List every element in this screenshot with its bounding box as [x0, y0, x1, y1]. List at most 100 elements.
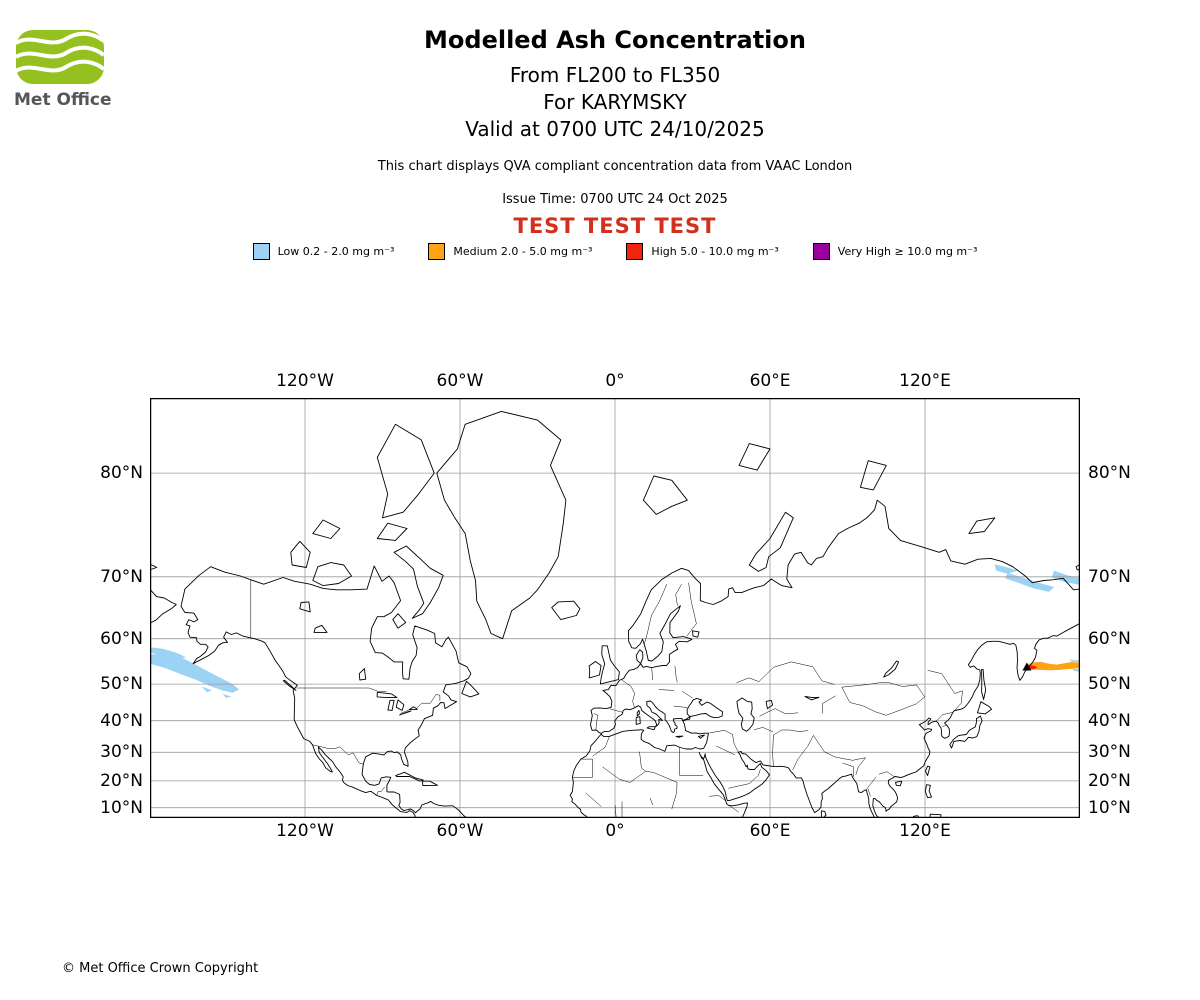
- coastline: [312, 519, 341, 539]
- world-map: [150, 398, 1080, 818]
- country-border: [416, 693, 441, 709]
- coastline: [738, 443, 771, 471]
- coastline: [736, 697, 755, 732]
- lat-tick-label-left: 10°N: [100, 797, 143, 818]
- country-border: [792, 735, 814, 771]
- country-border: [593, 713, 599, 730]
- coastline: [399, 710, 412, 716]
- country-border: [651, 667, 653, 681]
- lat-tick-label-left: 70°N: [100, 566, 143, 587]
- coastline: [569, 499, 1080, 818]
- legend-swatch-high: [626, 243, 644, 260]
- ash-plume-low: [1072, 668, 1080, 672]
- coastline: [150, 563, 158, 571]
- lat-tick-label-right: 80°N: [1088, 463, 1131, 484]
- country-border: [682, 690, 693, 699]
- coastline: [551, 600, 581, 621]
- coastline: [290, 540, 311, 568]
- lon-tick-label-bottom: 60°E: [749, 821, 791, 841]
- country-border: [754, 727, 774, 733]
- ash-plume-low: [201, 686, 212, 693]
- coastline: [635, 716, 641, 725]
- coastline: [646, 726, 656, 731]
- coastline: [804, 696, 820, 701]
- coastline: [895, 780, 903, 787]
- legend-label: Low 0.2 - 2.0 mg m⁻³: [277, 245, 395, 258]
- lat-tick-label-right: 50°N: [1088, 674, 1131, 695]
- subtitle-valid-time: Valid at 0700 UTC 24/10/2025: [465, 117, 765, 141]
- country-border: [610, 708, 624, 713]
- country-border: [813, 735, 866, 761]
- lon-tick-label-bottom: 0°: [605, 821, 625, 841]
- country-border: [709, 730, 733, 735]
- lon-tick-label-top: 120°W: [276, 371, 334, 391]
- lat-tick-label-left: 30°N: [100, 742, 143, 763]
- legend-swatch-very_high: [812, 243, 830, 260]
- coastline: [748, 511, 794, 572]
- lon-tick-label-bottom: 120°E: [899, 821, 951, 841]
- coastline: [392, 613, 407, 629]
- country-border: [732, 734, 739, 753]
- qva-note: This chart displays QVA compliant concen…: [377, 159, 853, 174]
- volcano-marker: [1022, 662, 1032, 671]
- country-border: [592, 736, 610, 757]
- coastline: [150, 588, 177, 624]
- lon-tick-label-top: 60°E: [749, 371, 791, 391]
- coastline: [436, 410, 567, 640]
- country-border: [686, 582, 697, 637]
- lat-tick-label-left: 20°N: [100, 770, 143, 791]
- country-border: [709, 795, 726, 801]
- country-border: [821, 695, 836, 714]
- coastline: [599, 645, 620, 685]
- coastline: [408, 706, 418, 711]
- country-border: [772, 735, 774, 767]
- coastline: [312, 562, 352, 587]
- page-title: Modelled Ash Concentration: [424, 26, 806, 54]
- country-border: [602, 766, 646, 783]
- coastline: [697, 734, 705, 739]
- country-border: [644, 584, 668, 644]
- country-border: [927, 670, 963, 712]
- country-border: [369, 687, 387, 692]
- legend: Low 0.2 - 2.0 mg m⁻³ Medium 2.0 - 5.0 mg …: [30, 243, 1200, 260]
- country-border: [645, 770, 678, 783]
- lat-tick-label-right: 30°N: [1088, 742, 1131, 763]
- country-border: [621, 679, 635, 708]
- coastline: [376, 423, 435, 519]
- legend-item: Very High ≥ 10.0 mg m⁻³: [812, 243, 978, 260]
- country-border: [841, 682, 925, 698]
- legend-swatch-medium: [428, 243, 446, 260]
- country-border: [726, 803, 739, 813]
- coastline: [981, 668, 987, 700]
- country-border: [773, 729, 809, 736]
- country-border: [855, 757, 866, 775]
- coastline: [925, 765, 931, 777]
- met-office-logo-text: Met Office: [14, 90, 112, 110]
- coastline: [692, 630, 700, 638]
- lon-tick-label-top: 0°: [605, 371, 625, 391]
- lat-tick-label-right: 20°N: [1088, 770, 1131, 791]
- coastline: [387, 699, 395, 711]
- coastline: [859, 460, 887, 491]
- coastline: [642, 475, 688, 515]
- coastline: [180, 565, 472, 818]
- lat-tick-label-right: 40°N: [1088, 710, 1131, 731]
- legend-label: Medium 2.0 - 5.0 mg m⁻³: [453, 245, 593, 258]
- lat-tick-label-left: 50°N: [100, 674, 143, 695]
- ash-plume-medium: [1026, 661, 1080, 671]
- coastline: [976, 701, 993, 715]
- country-border: [759, 708, 799, 717]
- legend-label: Very High ≥ 10.0 mg m⁻³: [837, 245, 978, 258]
- country-border: [572, 758, 593, 778]
- country-border: [736, 661, 835, 685]
- lat-tick-label-left: 40°N: [100, 710, 143, 731]
- country-border: [942, 725, 947, 727]
- legend-swatch-low: [252, 243, 270, 260]
- coastline: [358, 668, 367, 681]
- coastline: [313, 624, 328, 633]
- lon-tick-label-bottom: 120°W: [276, 821, 334, 841]
- lat-tick-label-left: 80°N: [100, 463, 143, 484]
- subtitle-flight-levels: From FL200 to FL350: [509, 63, 721, 87]
- ash-plume-low: [1005, 573, 1055, 592]
- country-border: [842, 762, 854, 777]
